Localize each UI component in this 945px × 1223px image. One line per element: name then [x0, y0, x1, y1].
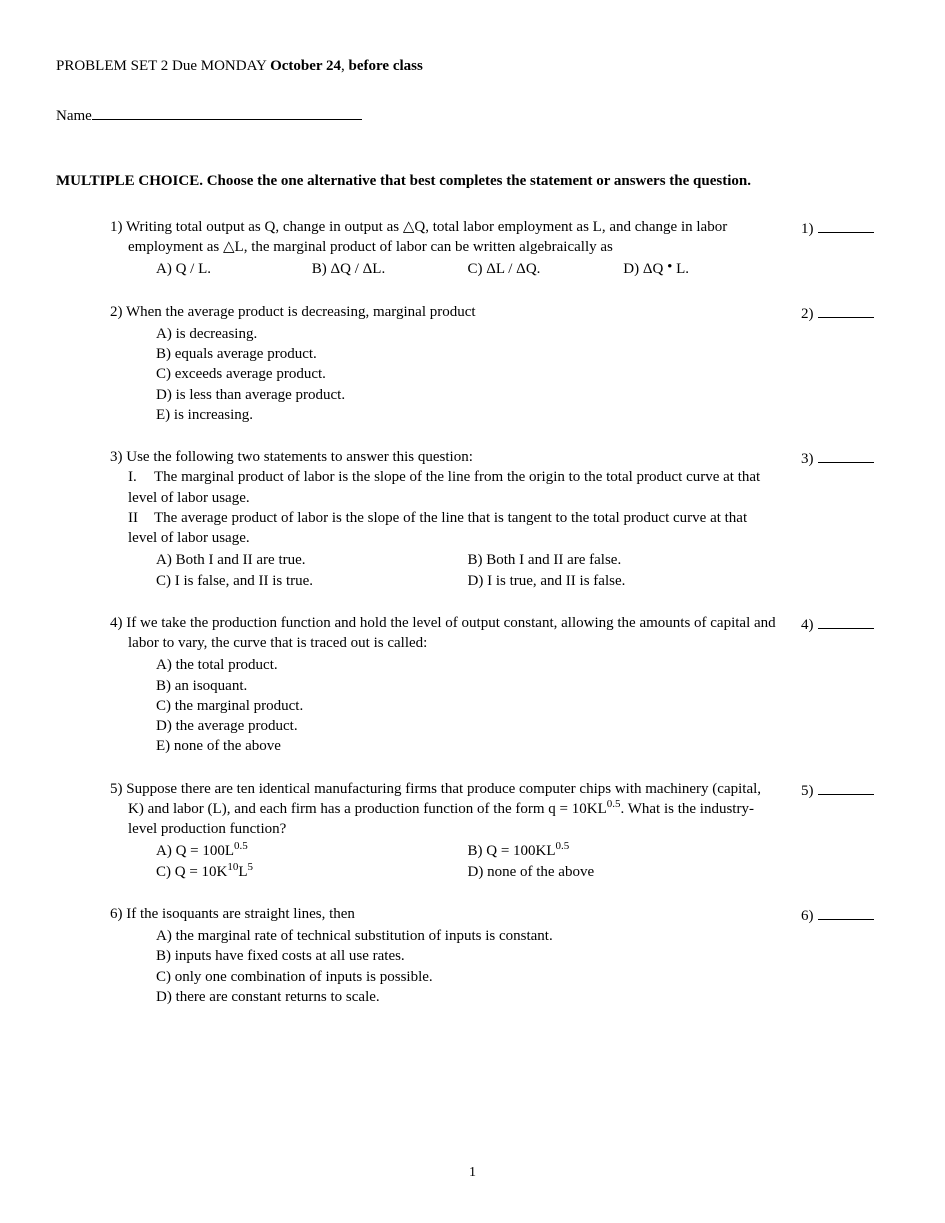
section-heading: MULTIPLE CHOICE. Choose the one alternat… — [56, 171, 889, 191]
document-page: PROBLEM SET 2 Due MONDAY October 24, bef… — [0, 0, 945, 1223]
question-stem: 5) Suppose there are ten identical manuf… — [110, 779, 779, 840]
answer-blank: 6) — [801, 904, 901, 926]
header-prefix: PROBLEM SET 2 Due MONDAY — [56, 58, 270, 74]
option: B) ΔQ / ΔL. — [312, 259, 468, 279]
options: A) Q / L.B) ΔQ / ΔL.C) ΔL / ΔQ.D) ΔQ • L… — [110, 259, 779, 279]
option: C) Q = 10K10L5 — [156, 862, 468, 882]
options: A) is decreasing.B) equals average produ… — [110, 324, 779, 425]
answer-blank-number: 3) — [801, 451, 814, 467]
header-before-class: before class — [349, 58, 423, 74]
answer-blank: 3) — [801, 447, 901, 469]
options: A) Q = 100L0.5B) Q = 100KL0.5C) Q = 10K1… — [110, 841, 779, 882]
answer-underline — [818, 217, 874, 233]
header-date: October 24 — [270, 58, 341, 74]
option: A) Both I and II are true. — [156, 550, 468, 570]
answer-blank-number: 2) — [801, 306, 814, 322]
header-comma: , — [341, 58, 349, 74]
name-label: Name — [56, 108, 92, 124]
answer-blank-number: 1) — [801, 221, 814, 237]
answer-blank-number: 6) — [801, 908, 814, 924]
question-stem: 4) If we take the production function an… — [110, 613, 779, 654]
option: A) Q / L. — [156, 259, 312, 279]
option: B) equals average product. — [156, 344, 779, 364]
option: E) is increasing. — [156, 405, 779, 425]
option: A) the total product. — [156, 655, 779, 675]
answer-underline — [818, 779, 874, 795]
option: B) Q = 100KL0.5 — [468, 841, 780, 861]
option: C) ΔL / ΔQ. — [468, 259, 624, 279]
answer-blank: 2) — [801, 302, 901, 324]
option: D) ΔQ • L. — [623, 259, 779, 279]
question-stem: 1) Writing total output as Q, change in … — [110, 217, 779, 258]
option: E) none of the above — [156, 736, 779, 756]
option: A) Q = 100L0.5 — [156, 841, 468, 861]
options: A) the total product.B) an isoquant.C) t… — [110, 655, 779, 756]
name-line: Name — [56, 104, 889, 126]
option: D) is less than average product. — [156, 385, 779, 405]
options: A) the marginal rate of technical substi… — [110, 926, 779, 1007]
option: B) inputs have fixed costs at all use ra… — [156, 946, 779, 966]
question: 3) 3) Use the following two statements to… — [110, 447, 889, 591]
option: C) only one combination of inputs is pos… — [156, 967, 779, 987]
question: 6) 6) If the isoquants are straight lines… — [110, 904, 889, 1007]
option: D) there are constant returns to scale. — [156, 987, 779, 1007]
option: C) the marginal product. — [156, 696, 779, 716]
option: A) the marginal rate of technical substi… — [156, 926, 779, 946]
answer-blank-number: 5) — [801, 783, 814, 799]
answer-underline — [818, 613, 874, 629]
answer-underline — [818, 904, 874, 920]
answer-blank: 5) — [801, 779, 901, 801]
problem-set-header: PROBLEM SET 2 Due MONDAY October 24, bef… — [56, 56, 889, 76]
question-stem: 6) If the isoquants are straight lines, … — [110, 904, 779, 924]
page-number: 1 — [0, 1164, 945, 1183]
question: 5) 5) Suppose there are ten identical man… — [110, 779, 889, 882]
answer-underline — [818, 302, 874, 318]
answer-blank: 4) — [801, 613, 901, 635]
answer-blank: 1) — [801, 217, 901, 239]
option: B) Both I and II are false. — [468, 550, 780, 570]
question: 2) 2) When the average product is decreas… — [110, 302, 889, 426]
question-stem: 2) When the average product is decreasin… — [110, 302, 779, 322]
option: C) exceeds average product. — [156, 364, 779, 384]
option: D) none of the above — [468, 862, 780, 882]
question-stem: 3) Use the following two statements to a… — [110, 447, 779, 467]
question: 4) 4) If we take the production function … — [110, 613, 889, 757]
option: A) is decreasing. — [156, 324, 779, 344]
answer-underline — [818, 447, 874, 463]
answer-blank-number: 4) — [801, 617, 814, 633]
questions-container: 1) 1) Writing total output as Q, change i… — [56, 217, 889, 1007]
question-substatements: I.The marginal product of labor is the s… — [110, 467, 779, 548]
name-blank — [92, 104, 362, 120]
option: D) I is true, and II is false. — [468, 571, 780, 591]
options: A) Both I and II are true.B) Both I and … — [110, 550, 779, 591]
question: 1) 1) Writing total output as Q, change i… — [110, 217, 889, 280]
option: D) the average product. — [156, 716, 779, 736]
option: C) I is false, and II is true. — [156, 571, 468, 591]
option: B) an isoquant. — [156, 676, 779, 696]
